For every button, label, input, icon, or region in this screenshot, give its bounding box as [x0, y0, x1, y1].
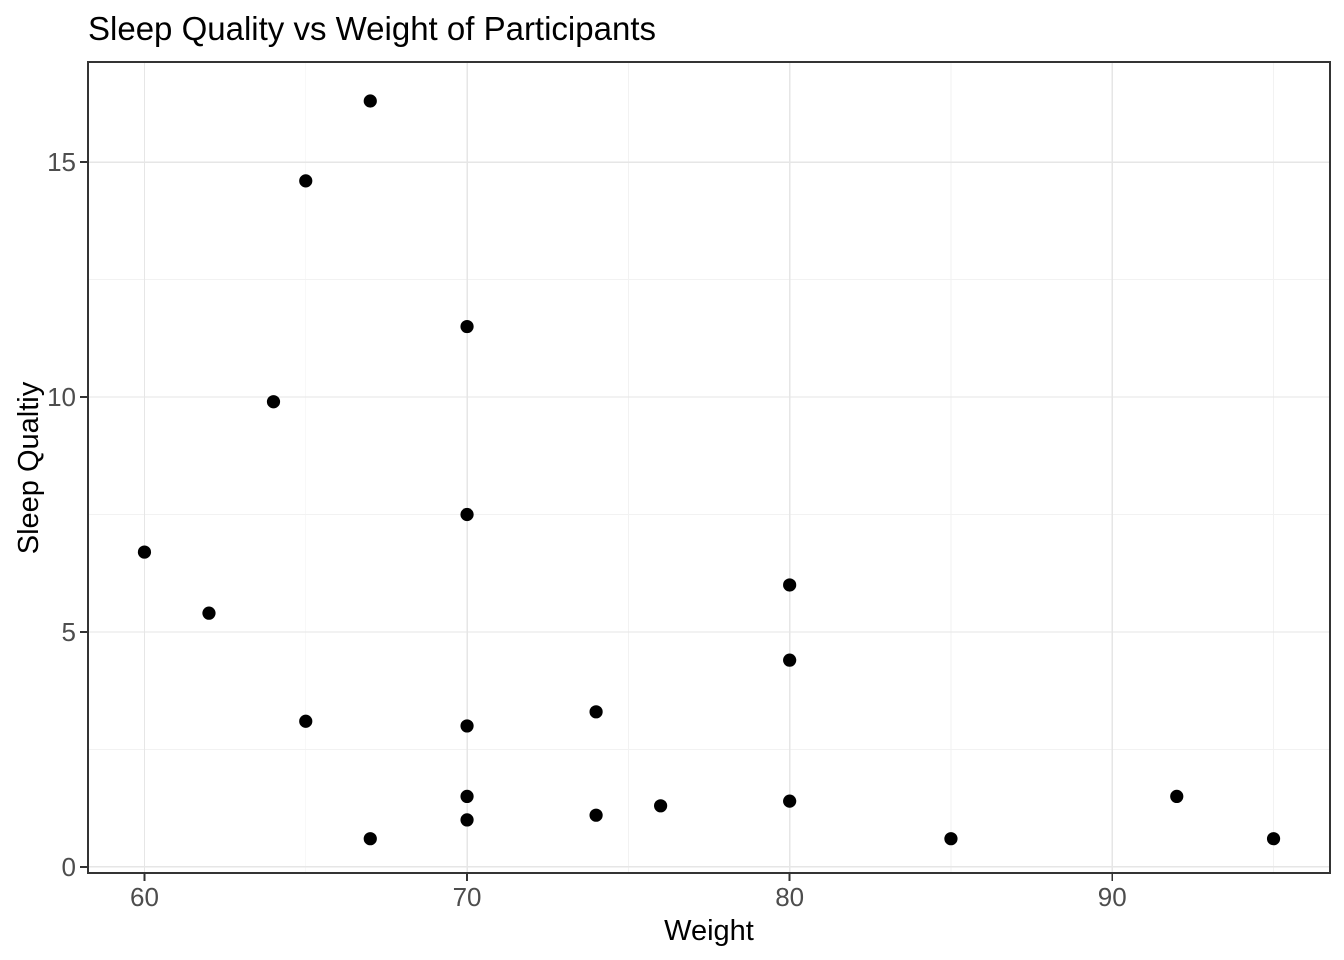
x-tick-label: 70	[453, 882, 482, 912]
data-point	[363, 94, 377, 108]
data-point	[1266, 832, 1281, 846]
y-tick-label: 5	[62, 617, 76, 647]
major-gridlines	[88, 62, 1330, 873]
data-point	[363, 832, 377, 846]
data-point	[589, 808, 603, 822]
data-point	[137, 545, 152, 559]
y-tick-label: 10	[47, 382, 76, 412]
data-point	[460, 789, 474, 804]
data-points	[137, 94, 1281, 846]
data-point	[460, 813, 474, 827]
data-point	[460, 319, 474, 334]
data-point	[783, 653, 797, 667]
data-point	[589, 705, 603, 719]
data-point	[202, 606, 216, 620]
data-point	[944, 832, 958, 846]
data-point	[299, 174, 313, 188]
axis-tick-labels: 60 70 80 90 0 5 10 15	[47, 147, 1127, 912]
minor-gridlines	[88, 62, 1330, 873]
y-tick-label: 0	[62, 852, 76, 882]
axis-tick-marks	[80, 161, 1114, 881]
data-point	[783, 578, 797, 592]
x-tick-label: 90	[1098, 882, 1127, 912]
data-point	[299, 714, 313, 728]
x-tick-label: 80	[775, 882, 804, 912]
panel-border	[87, 61, 1331, 874]
y-tick-label: 15	[47, 147, 76, 177]
data-point	[266, 395, 281, 409]
data-point	[460, 719, 474, 733]
data-point	[654, 799, 668, 813]
y-axis-title: Sleep Qualtiy	[13, 381, 45, 554]
data-point	[1170, 789, 1184, 804]
x-tick-label: 60	[130, 882, 159, 912]
x-axis-title: Weight	[664, 915, 754, 947]
chart-title: Sleep Quality vs Weight of Participants	[88, 10, 656, 47]
data-point	[460, 507, 474, 522]
data-point	[783, 794, 797, 808]
